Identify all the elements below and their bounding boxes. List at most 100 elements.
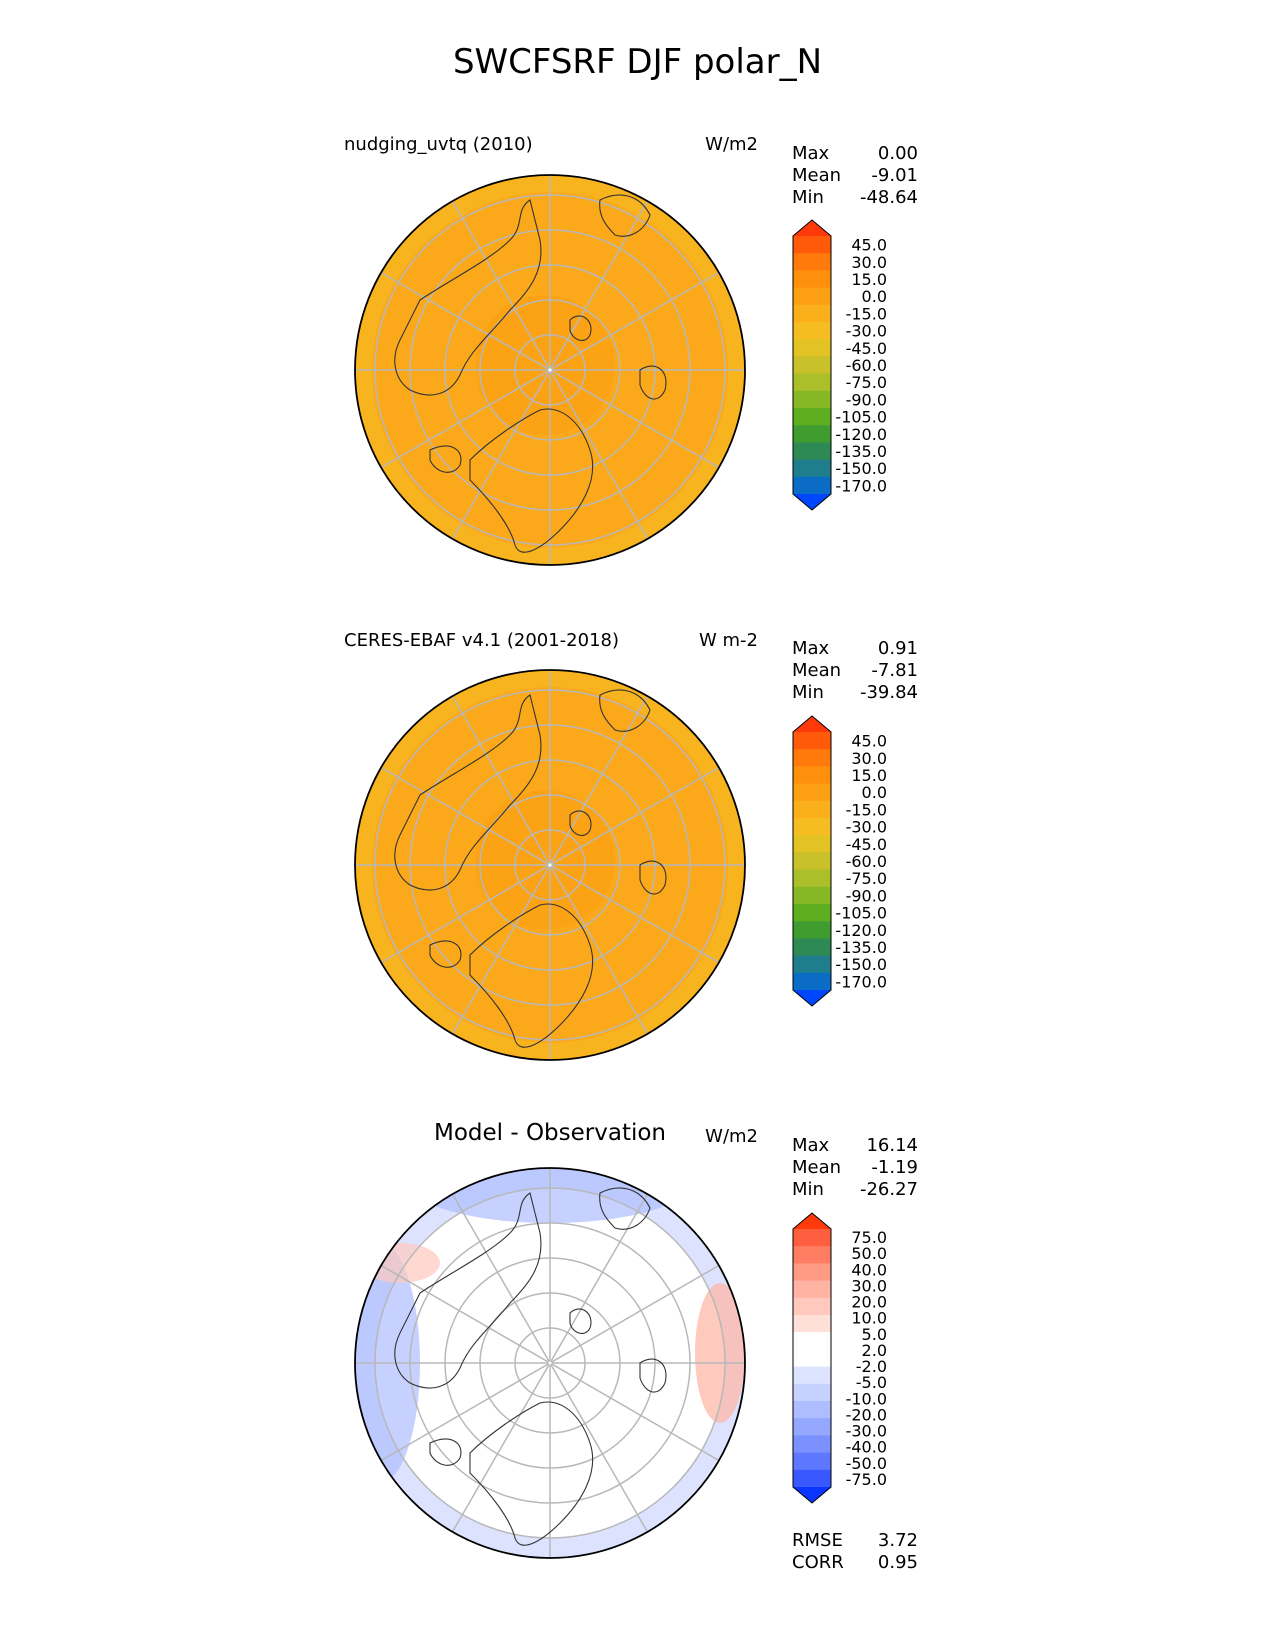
colorbar-segment bbox=[793, 955, 831, 974]
pole-marker bbox=[548, 368, 552, 372]
polar-map bbox=[354, 174, 746, 566]
colorbar-segment bbox=[793, 304, 831, 323]
colorbar-extend-top bbox=[793, 1213, 831, 1229]
colorbar-segment bbox=[793, 270, 831, 289]
colorbar-segment bbox=[793, 904, 831, 922]
colorbar-tick-label: -15.0 bbox=[846, 800, 887, 819]
polar-map bbox=[354, 669, 746, 1061]
colorbar-segment bbox=[793, 1280, 831, 1299]
colorbar-tick-label: -75.0 bbox=[846, 373, 887, 392]
stat-max-value: 0.00 bbox=[877, 143, 918, 164]
colorbar-extend-top bbox=[793, 716, 831, 732]
colorbar-segment bbox=[793, 1418, 831, 1436]
corr-value: 0.95 bbox=[877, 1552, 918, 1573]
colorbar-tick-label: -135.0 bbox=[835, 442, 887, 461]
colorbar-tick-label: 40.0 bbox=[851, 1260, 887, 1279]
coastline bbox=[639, 860, 667, 895]
colorbar-segment bbox=[793, 1452, 831, 1471]
coastline bbox=[394, 199, 542, 396]
panel-units: W/m2 bbox=[705, 134, 758, 155]
stats-box: Max 0.00 Mean -9.01 Min -48.64 bbox=[792, 143, 918, 209]
colorbar-tick-label: -40.0 bbox=[846, 1438, 887, 1457]
colorbar-segment bbox=[793, 408, 831, 426]
colorbar-outline bbox=[792, 1212, 832, 1504]
colorbar-segment bbox=[793, 800, 831, 819]
colorbar-segment bbox=[793, 253, 831, 271]
colorbar-tick-label: -2.0 bbox=[856, 1357, 887, 1376]
rmse-value: 3.72 bbox=[877, 1530, 918, 1551]
corr-label: CORR bbox=[792, 1552, 844, 1573]
colorbar-outline bbox=[792, 715, 832, 1007]
colorbar-tick-label: -60.0 bbox=[846, 356, 887, 375]
colorbar-segment bbox=[793, 972, 831, 991]
colorbar-segment bbox=[793, 1401, 831, 1419]
colorbar-tick-label: 30.0 bbox=[851, 1276, 887, 1295]
colorbar-tick-label: -10.0 bbox=[846, 1389, 887, 1408]
colorbar-tick-label: 45.0 bbox=[851, 732, 887, 751]
colorbar-segment bbox=[793, 1469, 831, 1488]
stat-label: Max bbox=[792, 143, 830, 164]
colorbar-segment bbox=[793, 1246, 831, 1264]
stat-label: Max bbox=[792, 638, 830, 659]
colorbar-segment bbox=[793, 869, 831, 888]
stat-label: Min bbox=[792, 682, 824, 703]
colorbar-tick-label: -20.0 bbox=[846, 1405, 887, 1424]
colorbar-tick-label: 2.0 bbox=[862, 1341, 887, 1360]
polar-map bbox=[354, 1167, 746, 1559]
colorbar-tick-label: -150.0 bbox=[835, 459, 887, 478]
colorbar: 75.050.040.030.020.010.05.02.0-2.0-5.0-1… bbox=[792, 1212, 887, 1504]
colorbar-tick-label: 5.0 bbox=[862, 1325, 887, 1344]
pole-marker bbox=[548, 863, 552, 867]
stat-mean-value: -1.19 bbox=[871, 1157, 918, 1178]
colorbar-tick-label: -135.0 bbox=[835, 938, 887, 957]
coastline bbox=[469, 903, 594, 1048]
coastline bbox=[569, 810, 592, 836]
colorbar-tick-label: -105.0 bbox=[835, 904, 887, 923]
colorbar-segment bbox=[793, 835, 831, 853]
colorbar-tick-label: -75.0 bbox=[846, 869, 887, 888]
colorbar-segment bbox=[793, 442, 831, 461]
colorbar-tick-label: -50.0 bbox=[846, 1454, 887, 1473]
colorbar-tick-label: -30.0 bbox=[846, 818, 887, 837]
colorbar-tick-label: -170.0 bbox=[835, 476, 887, 495]
colorbar-segment bbox=[793, 1297, 831, 1316]
colorbar-segment bbox=[793, 852, 831, 871]
panel-title: Model - Observation bbox=[433, 1120, 667, 1146]
figure-title: SWCFSRF DJF polar_N bbox=[452, 42, 823, 82]
colorbar-tick-label: -45.0 bbox=[846, 835, 887, 854]
coastline bbox=[394, 694, 542, 891]
colorbar-extend-bottom bbox=[793, 1487, 831, 1503]
colorbar-segment bbox=[793, 373, 831, 392]
stat-max-value: 16.14 bbox=[866, 1135, 918, 1156]
colorbar-tick-label: 30.0 bbox=[851, 749, 887, 768]
stat-label: Max bbox=[792, 1135, 830, 1156]
metrics-box: RMSE 3.72 CORR 0.95 bbox=[792, 1530, 918, 1574]
colorbar-tick-label: -150.0 bbox=[835, 955, 887, 974]
stat-min-value: -48.64 bbox=[859, 187, 918, 208]
stat-label: Mean bbox=[792, 660, 842, 681]
colorbar-tick-label: -105.0 bbox=[835, 408, 887, 427]
colorbar-tick-label: 0.0 bbox=[862, 783, 887, 802]
colorbar-segment bbox=[793, 1229, 831, 1247]
panel-units: W/m2 bbox=[705, 1126, 758, 1147]
coastline bbox=[599, 194, 651, 237]
coastline bbox=[599, 689, 651, 732]
colorbar-segment bbox=[793, 749, 831, 767]
panel-title: CERES-EBAF v4.1 (2001-2018) bbox=[344, 630, 620, 651]
map-boundary bbox=[354, 669, 746, 1061]
colorbar-outline bbox=[792, 219, 832, 511]
pole-marker bbox=[548, 1361, 552, 1365]
colorbar-segment bbox=[793, 766, 831, 785]
colorbar: 45.030.015.00.0-15.0-30.0-45.0-60.0-75.0… bbox=[792, 715, 887, 1007]
rmse-label: RMSE bbox=[792, 1530, 843, 1551]
coastline bbox=[599, 1187, 651, 1230]
colorbar-extend-bottom bbox=[793, 494, 831, 510]
coastline bbox=[429, 1438, 462, 1466]
colorbar-tick-label: -30.0 bbox=[846, 322, 887, 341]
colorbar-segment bbox=[793, 339, 831, 357]
stat-label: Min bbox=[792, 1179, 824, 1200]
colorbar-tick-label: -30.0 bbox=[846, 1422, 887, 1441]
coastline bbox=[569, 315, 592, 341]
stats-box: Max 16.14 Mean -1.19 Min -26.27 bbox=[792, 1135, 918, 1201]
colorbar-segment bbox=[793, 938, 831, 957]
